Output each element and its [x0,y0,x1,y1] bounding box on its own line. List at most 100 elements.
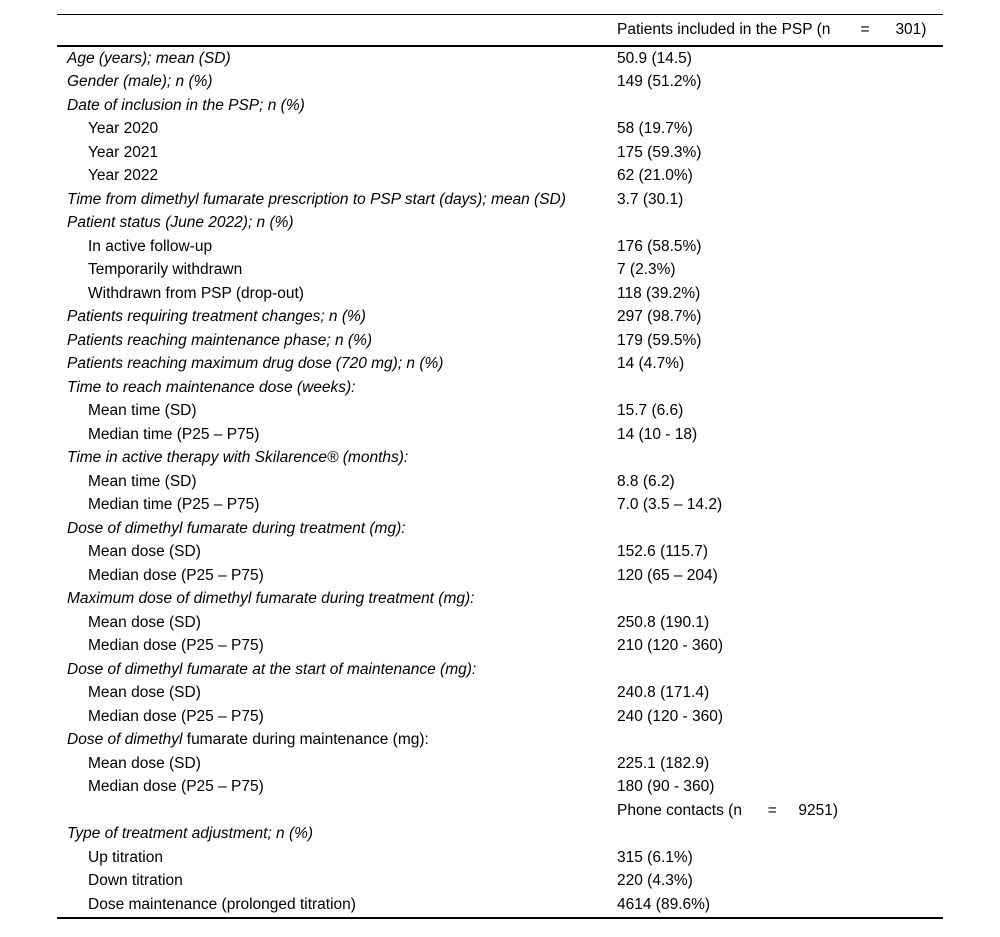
row-value: 240 (120 - 360) [617,707,723,725]
table-row: Median dose (P25 – P75) 240 (120 - 360) [57,705,943,729]
row-label: Patients requiring treatment changes; n … [67,308,366,326]
table-row: Time to reach maintenance dose (weeks): [57,376,943,400]
table-row: Phone contacts (n = 9251) [57,799,943,823]
row-value: 7 (2.3%) [617,261,676,279]
row-label: Dose maintenance (prolonged titration) [88,896,356,914]
table-row: Year 2021 175 (59.3%) [57,141,943,165]
column-header-patients-included: Patients included in the PSP (n = 301) [617,21,927,38]
table-body: Age (years); mean (SD) 50.9 (14.5) Gende… [57,47,943,917]
row-value: 240.8 (171.4) [617,684,710,702]
row-value: 15.7 (6.6) [617,402,684,420]
row-label: Age (years); mean (SD) [67,50,231,68]
row-label-roman: Year 2021 [88,143,159,161]
table-row: Patient status (June 2022); n (%) [57,212,943,236]
table-row: Median dose (P25 – P75) 180 (90 - 360) [57,776,943,800]
row-label-roman: Up titration [88,848,163,866]
table-row: Time from dimethyl fumarate prescription… [57,188,943,212]
row-label: Dose of dimethyl fumarate at the start o… [67,661,476,679]
row-label: Year 2022 [88,167,158,185]
row-value: 118 (39.2%) [617,284,701,302]
table-row: Patients requiring treatment changes; n … [57,306,943,330]
table-row: Time in active therapy with Skilarence® … [57,447,943,471]
row-label: Gender (male); n (%) [67,73,213,91]
row-label-italic: Patients reaching maintenance phase; n (… [67,331,373,349]
row-label-italic: Age (years); mean (SD) [67,49,231,67]
table-row: Withdrawn from PSP (drop-out) 118 (39.2%… [57,282,943,306]
row-label: Mean time (SD) [88,402,197,420]
row-label: Time in active therapy with Skilarence® … [67,449,408,467]
row-label-italic: Patients requiring treatment changes; n … [67,308,366,326]
row-label-italic: Dose of dimethyl [67,731,183,749]
table-row: Type of treatment adjustment; n (%) [57,823,943,847]
row-label: Median dose (P25 – P75) [88,567,264,585]
row-label-roman: Temporarily withdrawn [88,261,243,279]
table-row: Mean dose (SD) 250.8 (190.1) [57,611,943,635]
row-value: 220 (4.3%) [617,872,693,890]
table-row: Dose maintenance (prolonged titration) 4… [57,893,943,917]
row-label: Median time (P25 – P75) [88,496,259,514]
row-label-italic: Patient status (June 2022); n (%) [67,214,294,232]
row-value: 14 (4.7%) [617,355,685,373]
table-row: Mean dose (SD) 152.6 (115.7) [57,541,943,565]
row-label-italic: Gender (male); n (%) [67,73,213,91]
table-row: In active follow-up 176 (58.5%) [57,235,943,259]
row-label: In active follow-up [88,238,212,256]
row-label-roman: Year 2022 [88,167,159,185]
row-value: 152.6 (115.7) [617,543,709,561]
table-row: Up titration 315 (6.1%) [57,846,943,870]
row-label: Year 2020 [88,120,158,138]
row-label: Time from dimethyl fumarate prescription… [67,191,566,209]
row-label-roman: Mean dose (SD) [88,754,201,772]
table-row: Temporarily withdrawn 7 (2.3%) [57,259,943,283]
row-label-roman: Mean time (SD) [88,472,197,490]
psp-results-table: Patients included in the PSP (n = 301) A… [57,14,943,919]
row-label: Withdrawn from PSP (drop-out) [88,285,304,303]
row-label: Dose of dimethyl fumarate during treatme… [67,520,406,538]
row-label-roman: Mean time (SD) [88,402,197,420]
row-label: Mean dose (SD) [88,684,201,702]
row-label: Time to reach maintenance dose (weeks): [67,379,355,397]
table-row: Mean time (SD) 8.8 (6.2) [57,470,943,494]
row-value: 179 (59.5%) [617,331,702,349]
table-row: Dose of dimethyl fumarate during treatme… [57,517,943,541]
row-value: 297 (98.7%) [617,308,702,326]
row-value: 149 (51.2%) [617,73,702,91]
row-label: Dose of dimethyl fumarate during mainten… [67,731,429,749]
table-row: Dose of dimethyl fumarate at the start o… [57,658,943,682]
row-label: Median time (P25 – P75) [88,426,259,444]
row-label-roman: Median dose (P25 – P75) [88,778,264,796]
row-label: Mean dose (SD) [88,614,201,632]
row-label: Mean dose (SD) [88,543,201,561]
row-label-italic: Dose of dimethyl fumarate at the start o… [67,660,477,678]
table-row: Maximum dose of dimethyl fumarate during… [57,588,943,612]
row-value: 176 (58.5%) [617,237,702,255]
row-label-italic: Type of treatment adjustment; n (%) [67,825,314,843]
table-row: Year 2022 62 (21.0%) [57,165,943,189]
table-row: Dose of dimethyl fumarate during mainten… [57,729,943,753]
row-label: Mean time (SD) [88,473,197,491]
row-value: 315 (6.1%) [617,848,693,866]
row-label-roman: In active follow-up [88,237,213,255]
row-label: Patients reaching maintenance phase; n (… [67,332,372,350]
table-row: Median time (P25 – P75) 14 (10 - 18) [57,423,943,447]
row-value: 50.9 (14.5) [617,49,692,67]
row-label: Mean dose (SD) [88,755,201,773]
row-value: 120 (65 – 204) [617,566,718,584]
table-row: Patients reaching maximum drug dose (720… [57,353,943,377]
table-row: Mean time (SD) 15.7 (6.6) [57,400,943,424]
row-value: 225.1 (182.9) [617,754,710,772]
row-label: Temporarily withdrawn [88,261,242,279]
row-value: 7.0 (3.5 – 14.2) [617,496,723,514]
table-row: Median dose (P25 – P75) 120 (65 – 204) [57,564,943,588]
table-row: Year 2020 58 (19.7%) [57,118,943,142]
row-label: Date of inclusion in the PSP; n (%) [67,97,305,115]
row-label-roman: Mean dose (SD) [88,543,201,561]
row-label-roman: Down titration [88,872,183,890]
row-value: 210 (120 - 360) [617,637,723,655]
row-label-italic: Time in active therapy with Skilarence® … [67,449,409,467]
row-value: 8.8 (6.2) [617,472,675,490]
row-value: 58 (19.7%) [617,120,693,138]
row-label: Patient status (June 2022); n (%) [67,214,294,232]
row-label-italic: Date of inclusion in the PSP; n (%) [67,96,305,114]
row-label-roman: Median dose (P25 – P75) [88,637,264,655]
